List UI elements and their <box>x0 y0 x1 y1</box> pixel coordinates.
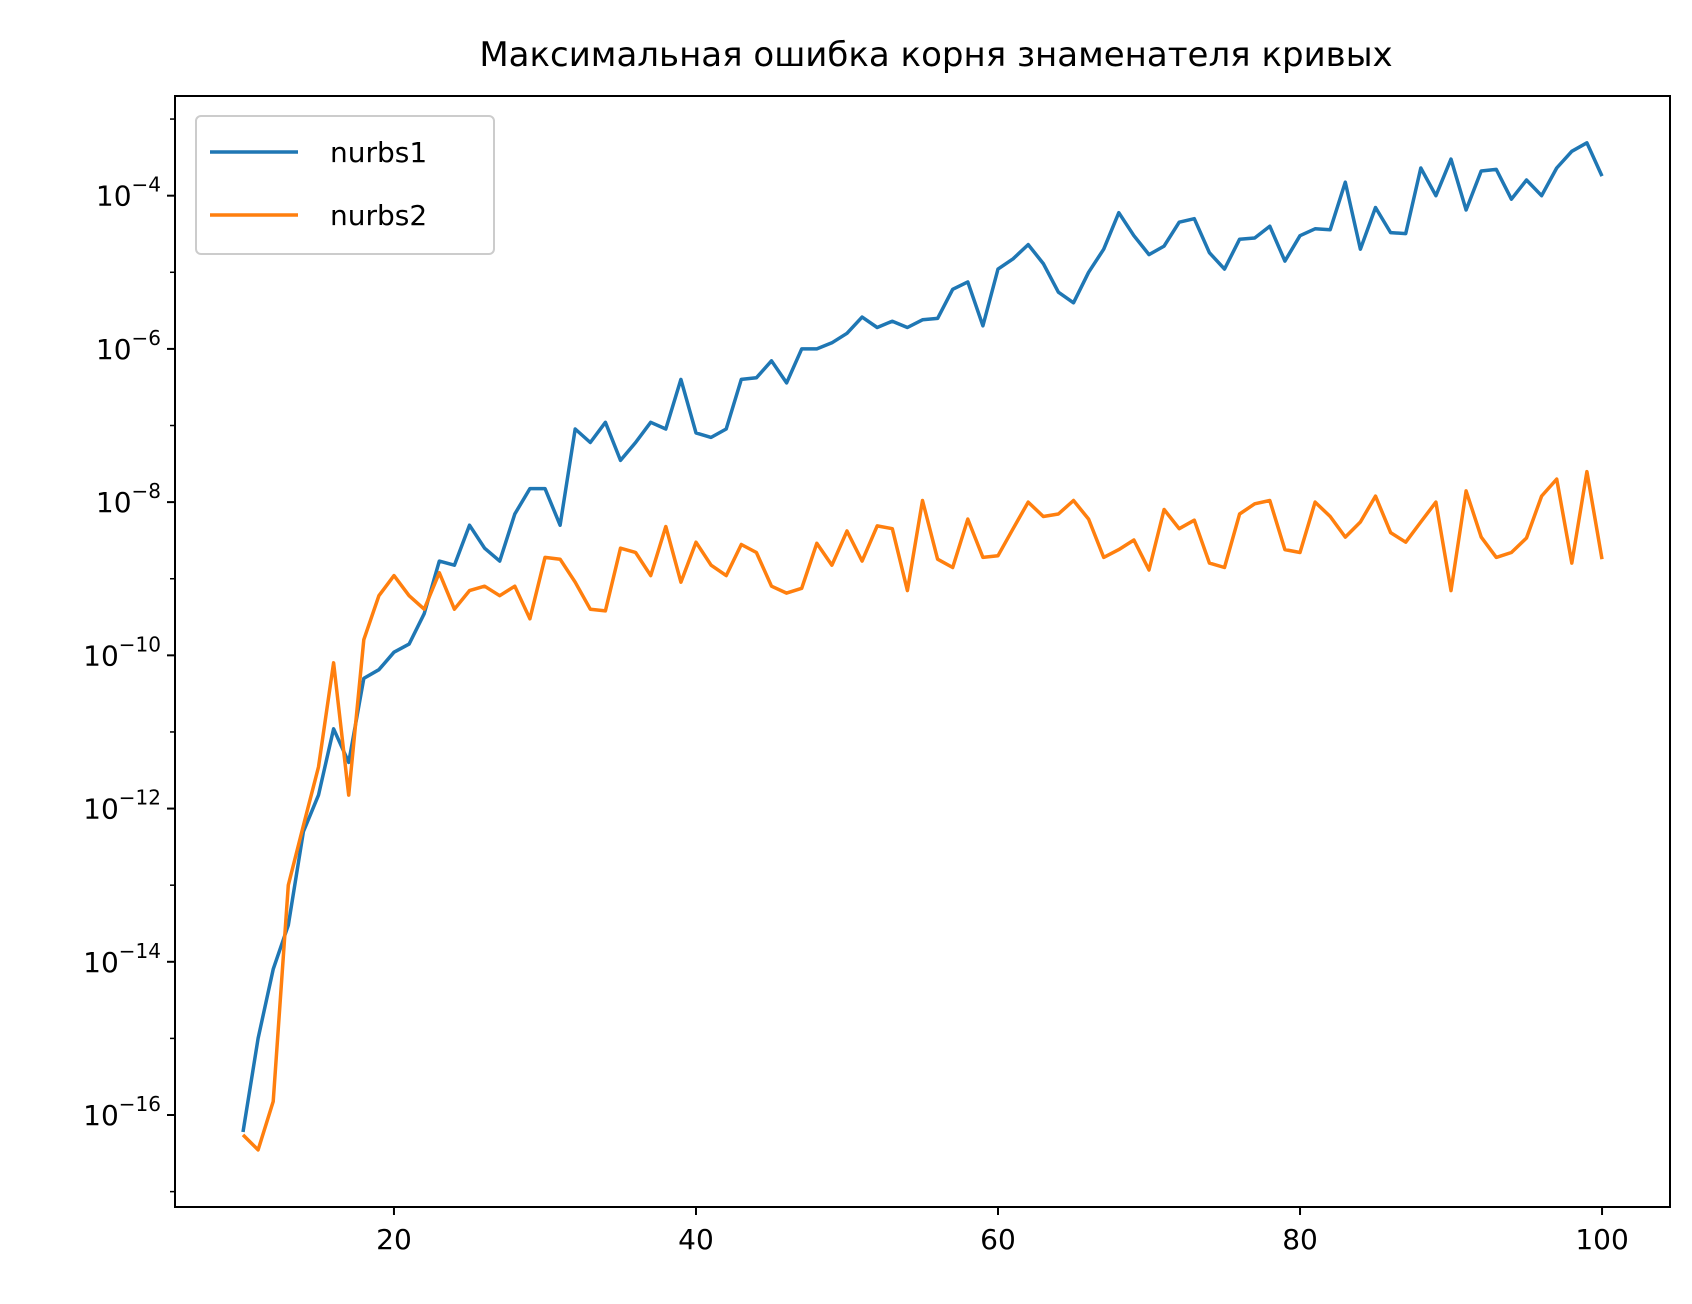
x-tick-label: 80 <box>1282 1223 1318 1256</box>
series-layer <box>241 141 1604 1152</box>
x-tick-label: 40 <box>678 1223 714 1256</box>
y-axis: 10−16 10−14 10−12 10−10 10−8 10−6 10−4 <box>83 118 175 1193</box>
x-tick-label: 100 <box>1575 1223 1628 1256</box>
x-axis: 20 40 60 80 100 <box>376 1207 1629 1256</box>
x-tick-label: 20 <box>376 1223 412 1256</box>
y-tick-label: 10−8 <box>96 479 161 519</box>
legend-label-nurbs2: nurbs2 <box>330 199 427 232</box>
plot-frame <box>174 95 1671 1208</box>
series-line-nurbs2 <box>241 469 1604 1152</box>
legend: nurbs1 nurbs2 <box>195 115 495 255</box>
y-tick-label: 10−16 <box>83 1092 161 1132</box>
y-tick-label: 10−14 <box>83 939 161 979</box>
series-line-nurbs1 <box>241 141 1604 1133</box>
y-tick-label: 10−10 <box>83 632 161 672</box>
y-tick-label: 10−12 <box>83 786 161 826</box>
legend-label-nurbs1: nurbs1 <box>330 136 427 169</box>
x-tick-label: 60 <box>980 1223 1016 1256</box>
chart-title: Максимальная ошибка корня знаменателя кр… <box>479 35 1392 75</box>
y-tick-label: 10−4 <box>96 173 161 213</box>
y-tick-label: 10−6 <box>96 326 161 366</box>
